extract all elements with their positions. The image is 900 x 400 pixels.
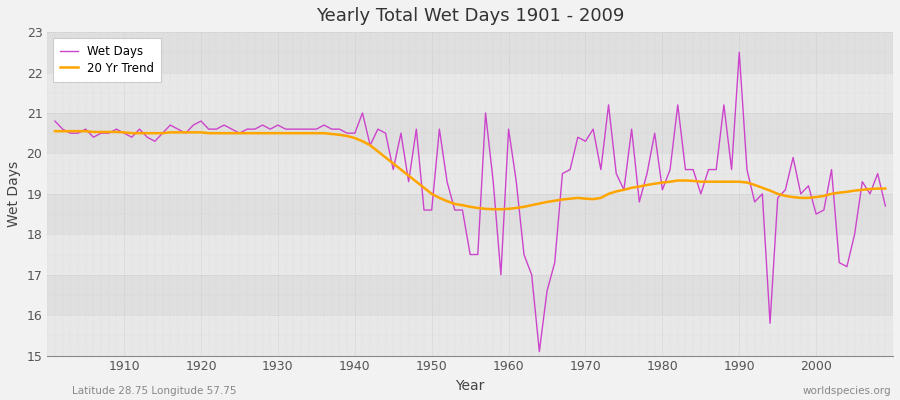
20 Yr Trend xyxy=(511,206,522,210)
Wet Days xyxy=(280,127,291,132)
20 Yr Trend xyxy=(603,192,614,196)
Title: Yearly Total Wet Days 1901 - 2009: Yearly Total Wet Days 1901 - 2009 xyxy=(316,7,625,25)
Wet Days xyxy=(50,119,60,124)
Bar xyxy=(47,32,893,72)
20 Yr Trend xyxy=(880,186,891,191)
20 Yr Trend xyxy=(50,129,60,134)
X-axis label: Year: Year xyxy=(455,379,485,393)
Bar xyxy=(47,113,893,153)
Wet Days xyxy=(603,102,614,107)
Wet Days xyxy=(734,50,744,55)
20 Yr Trend xyxy=(327,132,338,136)
Bar xyxy=(47,275,893,315)
Y-axis label: Wet Days: Wet Days xyxy=(7,161,21,227)
Bar xyxy=(47,194,893,234)
20 Yr Trend xyxy=(111,130,122,134)
Wet Days xyxy=(534,349,544,354)
20 Yr Trend xyxy=(503,206,514,211)
Text: worldspecies.org: worldspecies.org xyxy=(803,386,891,396)
20 Yr Trend xyxy=(280,131,291,136)
Wet Days xyxy=(327,127,338,132)
Legend: Wet Days, 20 Yr Trend: Wet Days, 20 Yr Trend xyxy=(53,38,161,82)
Wet Days xyxy=(880,204,891,208)
Wet Days xyxy=(111,127,122,132)
Wet Days xyxy=(496,272,507,277)
Line: 20 Yr Trend: 20 Yr Trend xyxy=(55,131,886,209)
Wet Days xyxy=(503,127,514,132)
Line: Wet Days: Wet Days xyxy=(55,52,886,352)
Text: Latitude 28.75 Longitude 57.75: Latitude 28.75 Longitude 57.75 xyxy=(72,386,237,396)
20 Yr Trend xyxy=(488,207,499,212)
